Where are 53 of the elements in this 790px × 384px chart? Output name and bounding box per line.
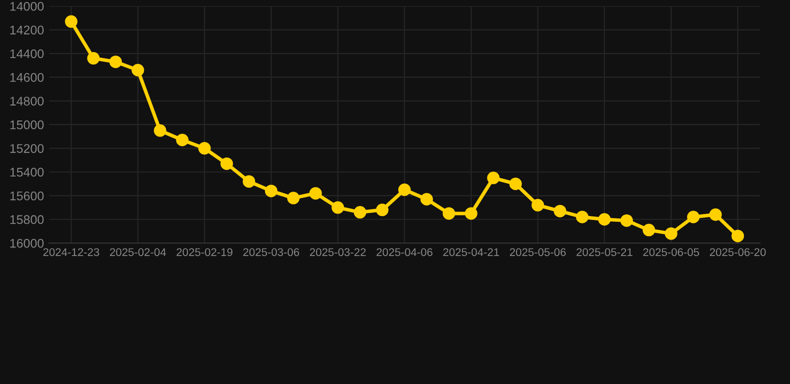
point: [64, 15, 78, 28]
x-tick-label: 2024-12-23: [43, 248, 100, 256]
point: [398, 184, 411, 196]
point: [109, 56, 122, 68]
x-tick-label: 2025-05-06: [510, 248, 566, 256]
point: [509, 178, 522, 190]
point: [464, 207, 478, 220]
point: [132, 64, 144, 76]
point: [376, 204, 389, 216]
x-tick-label: 2025-05-21: [576, 248, 632, 256]
y-tick-label: 15600: [10, 191, 44, 200]
point: [576, 210, 588, 224]
y-tick-label: 14400: [10, 49, 44, 58]
point: [420, 192, 433, 206]
point: [220, 157, 233, 170]
point: [598, 213, 611, 226]
y-tick-label: 16000: [10, 238, 44, 248]
y-tick-label: 14200: [10, 26, 44, 34]
y-tick-label: 15400: [10, 168, 44, 177]
x-tick-label: 2025-02-04: [110, 248, 166, 256]
x-tick-label: 2025-03-22: [310, 248, 366, 256]
x-tick-label: 2025-06-05: [643, 248, 700, 256]
point: [154, 124, 166, 137]
point: [442, 207, 456, 220]
point: [198, 142, 211, 155]
point: [487, 172, 500, 184]
y-tick-label: 14000: [10, 2, 44, 11]
point: [176, 134, 189, 146]
point: [642, 224, 656, 236]
point: [264, 184, 278, 198]
point: [309, 187, 322, 200]
point: [287, 192, 300, 204]
point: [242, 175, 256, 188]
y-tick-label: 15200: [10, 144, 44, 153]
point: [354, 206, 366, 219]
y-tick-label: 15000: [10, 120, 44, 130]
point: [554, 204, 566, 218]
point: [732, 230, 744, 242]
y-tick-label: 14800: [10, 96, 44, 106]
x-tick-label: 2025-02-19: [176, 248, 232, 256]
x-tick-label: 2025-03-06: [243, 248, 300, 256]
y-tick-label: 14600: [10, 73, 44, 82]
point: [532, 198, 544, 212]
point: [620, 214, 633, 227]
x-tick-label: 2025-04-21: [443, 248, 500, 256]
point: [87, 52, 100, 65]
x-tick-label: 2025-06-20: [710, 248, 766, 256]
point: [709, 208, 722, 221]
point: [664, 227, 678, 240]
x-tick-label: 2025-04-06: [376, 248, 432, 256]
point: [687, 210, 700, 224]
y-tick-label: 15800: [10, 215, 44, 224]
point: [332, 201, 344, 214]
